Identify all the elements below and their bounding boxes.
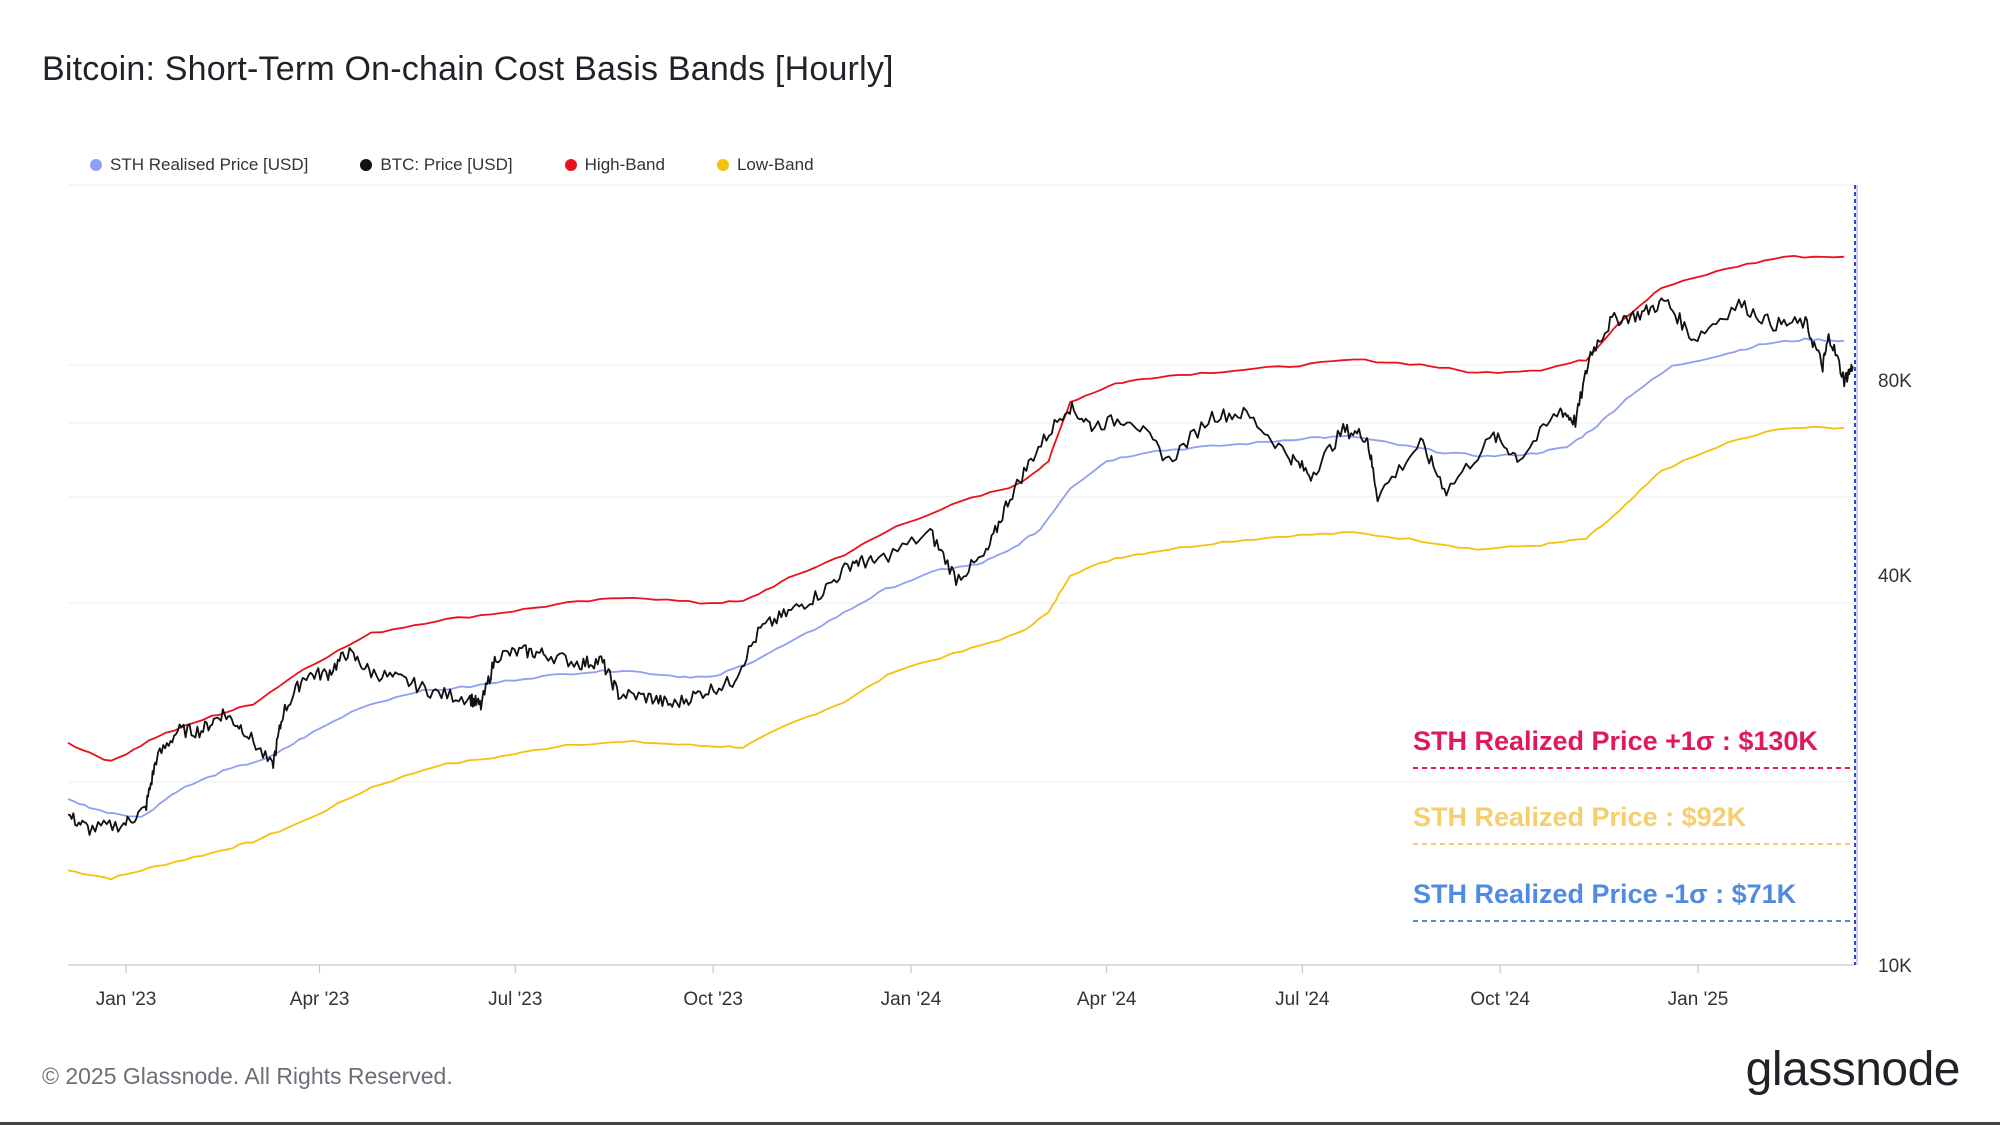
y-tick-label: 40K	[1878, 566, 1912, 587]
x-tick-label: Apr '23	[290, 989, 350, 1010]
x-tick-label: Apr '24	[1077, 989, 1137, 1010]
copyright-text: © 2025 Glassnode. All Rights Reserved.	[42, 1063, 453, 1089]
annotation-label: STH Realized Price : $92K	[1413, 802, 1747, 832]
legend-dot-icon	[90, 159, 102, 171]
x-tick-label: Oct '23	[683, 989, 743, 1010]
x-axis: Jan '23 Apr '23 Jul '23 Oct '23 Jan '24 Apr '…	[96, 965, 1729, 1010]
divider	[0, 1122, 2000, 1125]
high-band-line[interactable]	[67, 255, 1845, 762]
legend-item-sth-realised-price[interactable]: STH Realised Price [USD]	[90, 155, 308, 175]
legend-dot-icon	[564, 159, 577, 171]
btc-price-line[interactable]	[67, 297, 1854, 836]
legend-item-high-band[interactable]: High-Band	[564, 155, 665, 175]
legend-label: BTC: Price [USD]	[380, 155, 513, 174]
legend-dot-icon	[360, 159, 373, 171]
legend-dot-icon	[716, 159, 729, 171]
x-tick-label: Oct '24	[1470, 989, 1530, 1010]
legend-item-low-band[interactable]: Low-Band	[716, 155, 814, 175]
legend-label: High-Band	[584, 155, 665, 174]
x-tick-label: Jan '25	[1668, 989, 1729, 1010]
legend: STH Realised Price [USD] BTC: Price [USD…	[90, 155, 814, 175]
legend-label: Low-Band	[736, 155, 814, 174]
x-tick-label: Jan '23	[96, 989, 157, 1010]
annotations: STH Realized Price +1σ : $130K STH Realiz…	[1413, 726, 1850, 922]
grid	[68, 184, 1855, 966]
low-band-line[interactable]	[67, 425, 1845, 881]
series-lines	[67, 255, 1854, 881]
glassnode-logo: glassnode	[1745, 1043, 1961, 1096]
legend-item-btc-price[interactable]: BTC: Price [USD]	[360, 155, 513, 175]
sth-realised-price-line[interactable]	[67, 337, 1845, 818]
legend-label: STH Realised Price [USD]	[110, 155, 309, 174]
chart-title: Bitcoin: Short-Term On-chain Cost Basis …	[42, 50, 894, 88]
y-tick-label: 10K	[1878, 956, 1912, 977]
annotation-label: STH Realized Price -1σ : $71K	[1413, 879, 1797, 909]
x-tick-label: Jul '24	[1275, 989, 1330, 1010]
y-tick-label: 80K	[1878, 371, 1912, 392]
x-tick-label: Jan '24	[881, 989, 942, 1010]
annotation-label: STH Realized Price +1σ : $130K	[1413, 726, 1818, 756]
cursor-line	[1854, 185, 1858, 965]
x-tick-label: Jul '23	[488, 989, 542, 1010]
y-axis: 10K 40K 80K	[1878, 371, 1912, 977]
